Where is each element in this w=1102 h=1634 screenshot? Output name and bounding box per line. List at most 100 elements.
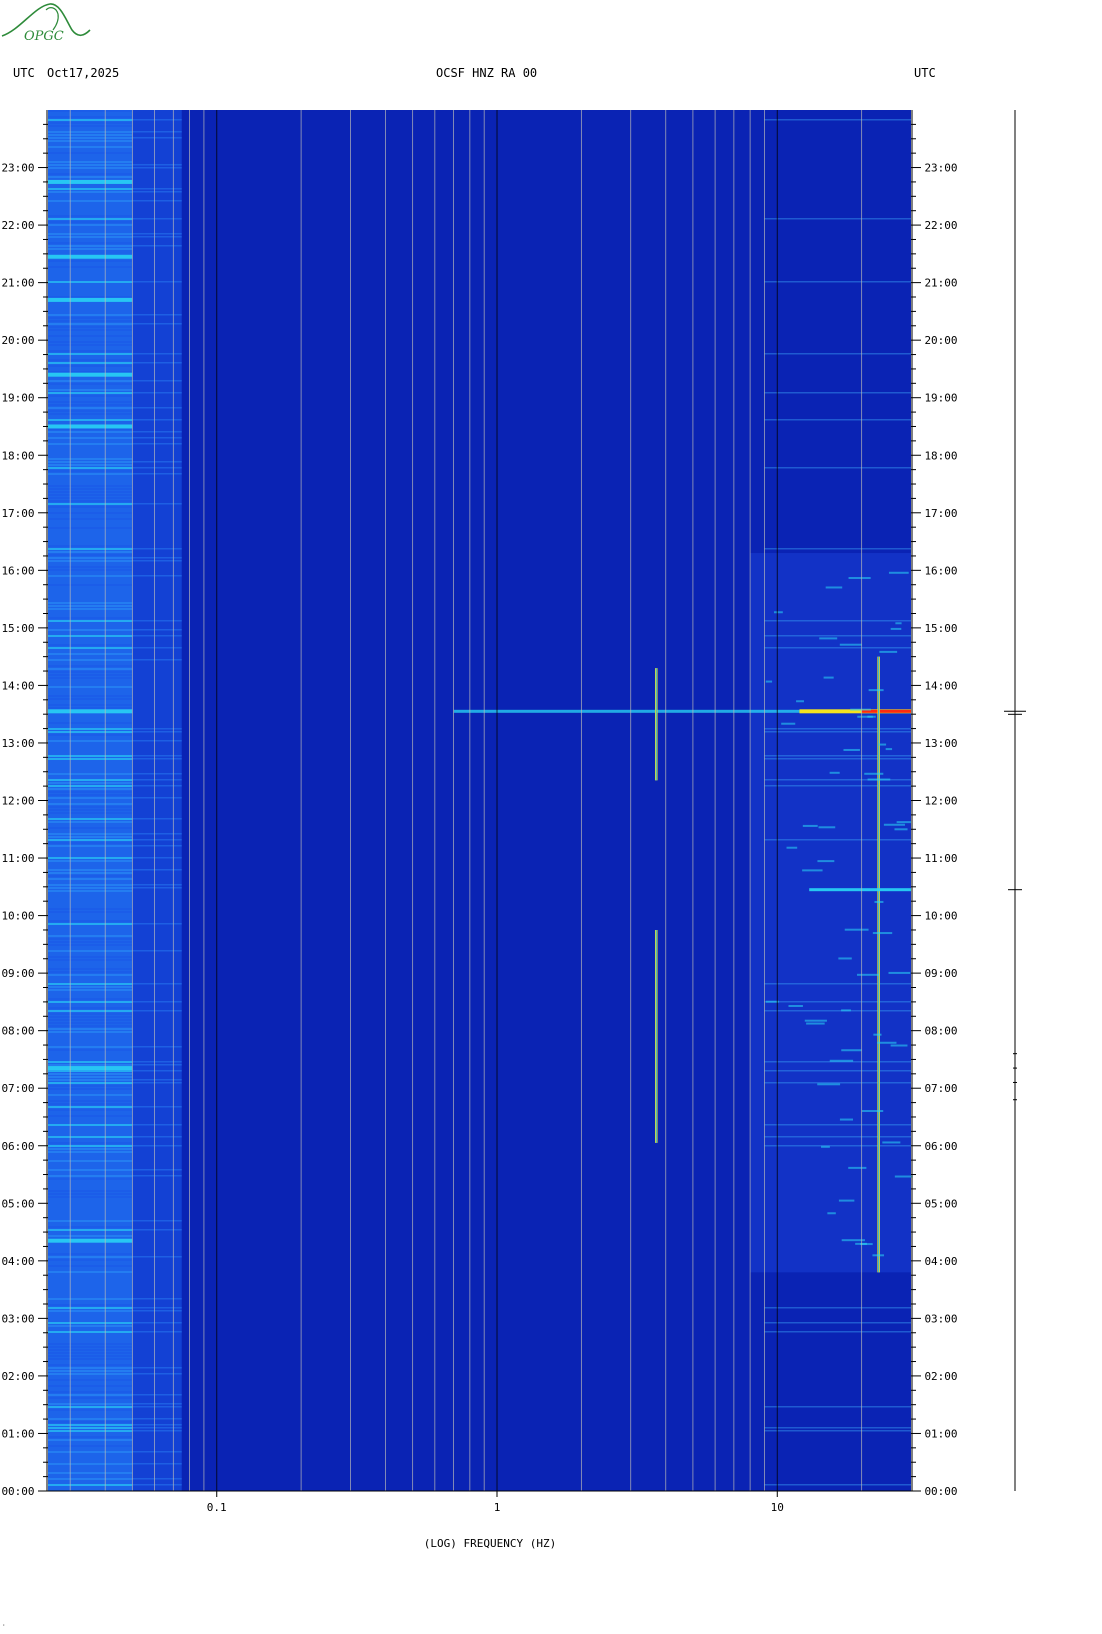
texture-row [48, 161, 133, 163]
texture-row [48, 1049, 133, 1051]
texture-row [132, 188, 182, 190]
texture-row [48, 443, 133, 445]
texture-row [48, 527, 133, 529]
noise-speck [838, 957, 852, 960]
texture-row [48, 1322, 133, 1324]
texture-row [132, 758, 182, 760]
texture-row [132, 137, 182, 139]
texture-row [48, 806, 133, 808]
texture-row [48, 665, 133, 667]
texture-row [48, 1094, 133, 1096]
texture-row [48, 827, 133, 829]
noise-speck [888, 571, 909, 574]
texture-row [48, 413, 133, 415]
texture-row [48, 1364, 133, 1366]
low-frequency-burst [48, 254, 133, 259]
noise-speck [838, 1199, 855, 1202]
texture-row [48, 1310, 133, 1312]
texture-row [132, 236, 182, 238]
noise-speck [773, 611, 783, 614]
texture-row [132, 557, 182, 559]
texture-row [132, 131, 182, 133]
texture-row [132, 1106, 182, 1108]
texture-row [48, 833, 133, 835]
texture-row [132, 1418, 182, 1420]
texture-row [48, 371, 133, 373]
texture-row [132, 380, 182, 382]
texture-row [48, 518, 133, 520]
texture-row [764, 647, 911, 649]
texture-row [48, 812, 133, 814]
texture-row [132, 950, 182, 952]
texture-row [132, 1451, 182, 1453]
texture-row [132, 833, 182, 835]
texture-row [48, 602, 133, 604]
texture-row [48, 359, 133, 361]
y-tick-label-right: 13:00 [924, 737, 957, 750]
texture-row [132, 1145, 182, 1147]
texture-row [48, 131, 133, 133]
texture-row [48, 983, 133, 985]
texture-row [48, 782, 133, 784]
texture-row [48, 971, 133, 973]
noise-speck [781, 722, 796, 725]
texture-row [132, 467, 182, 469]
texture-row [48, 125, 133, 127]
texture-row [48, 1373, 133, 1375]
texture-row [48, 1070, 133, 1072]
texture-row [48, 1271, 133, 1273]
texture-row [48, 1196, 133, 1198]
texture-row [48, 791, 133, 793]
texture-row [48, 1265, 133, 1267]
noise-speck [818, 826, 836, 829]
noise-speck [839, 1118, 854, 1121]
texture-row [764, 731, 911, 733]
texture-row [48, 461, 133, 463]
texture-row [48, 845, 133, 847]
texture-row [48, 872, 133, 874]
texture-row [48, 1124, 133, 1126]
texture-row [132, 869, 182, 871]
texture-row [48, 1151, 133, 1153]
texture-row [48, 986, 133, 988]
texture-row [132, 755, 182, 757]
texture-row [132, 635, 182, 637]
texture-row [764, 1307, 911, 1309]
y-tick-label-left: 14:00 [1, 679, 34, 692]
texture-row [48, 503, 133, 505]
transition-band [132, 110, 182, 1491]
texture-row [132, 740, 182, 742]
texture-row [48, 1169, 133, 1171]
texture-row [48, 1109, 133, 1111]
y-tick-label-left: 10:00 [1, 910, 34, 923]
y-tick-label-right: 12:00 [924, 795, 957, 808]
texture-row [764, 1010, 911, 1012]
texture-row [48, 956, 133, 958]
texture-row [48, 884, 133, 886]
texture-row [48, 1439, 133, 1441]
texture-row [132, 839, 182, 841]
noise-speck [786, 846, 798, 849]
texture-row [48, 431, 133, 433]
texture-row [48, 1298, 133, 1300]
texture-row [132, 785, 182, 787]
texture-row [48, 671, 133, 673]
noise-speck [848, 576, 871, 579]
texture-row [48, 1226, 133, 1228]
texture-row [132, 728, 182, 730]
texture-row [48, 137, 133, 139]
texture-row [132, 119, 182, 121]
texture-row [48, 218, 133, 220]
texture-row [132, 191, 182, 193]
texture-row [48, 722, 133, 724]
texture-row [132, 281, 182, 283]
texture-row [132, 164, 182, 166]
texture-row [48, 989, 133, 991]
texture-row [132, 407, 182, 409]
y-tick-label-right: 17:00 [924, 507, 957, 520]
texture-row [48, 1394, 133, 1396]
texture-row [48, 809, 133, 811]
x-tick-label: 10 [771, 1501, 784, 1514]
texture-row [48, 821, 133, 823]
